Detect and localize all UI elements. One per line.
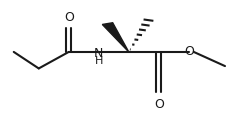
Text: H: H — [94, 56, 103, 66]
Polygon shape — [102, 23, 129, 52]
Text: N: N — [94, 47, 104, 60]
Text: O: O — [154, 98, 164, 111]
Text: O: O — [64, 11, 74, 24]
Text: O: O — [184, 45, 194, 58]
